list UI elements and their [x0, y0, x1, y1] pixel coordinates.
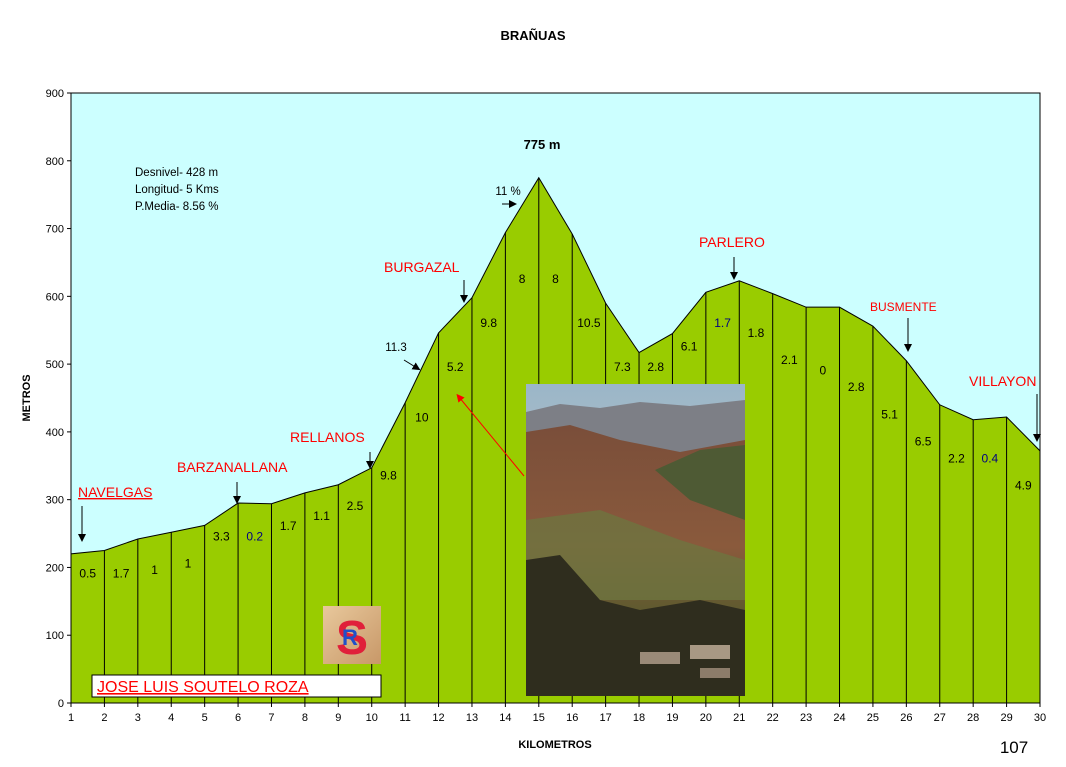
x-tick-label: 30: [1034, 712, 1046, 724]
x-tick-label: 6: [235, 712, 241, 724]
segment-label: 5.1: [881, 407, 898, 421]
segment-label: 7.3: [614, 360, 631, 374]
logo-lettering-r: R: [342, 625, 358, 650]
photo-pointer-arrow: [456, 393, 525, 477]
place-barzanallana: BARZANALLANA: [177, 459, 288, 475]
x-tick-label: 20: [700, 712, 712, 724]
y-tick-label: 200: [46, 562, 64, 574]
x-tick-label: 27: [934, 712, 946, 724]
segment-label: 2.5: [347, 499, 364, 513]
author-name: JOSE LUIS SOUTELO ROZA: [97, 679, 309, 696]
segment-label: 9.8: [380, 468, 397, 482]
segment-label: 10: [415, 411, 429, 425]
y-tick-label: 400: [46, 427, 64, 439]
page-number: 107: [1000, 738, 1028, 757]
segment-label: 2.8: [647, 360, 664, 374]
x-tick-label: 10: [366, 712, 378, 724]
extra-percent-arrow: [403, 359, 421, 371]
segment-label: 1.1: [313, 509, 330, 523]
segment-slope-labels: 0.5 1.7 1 1 3.3 0.2 1.7 1.1 2.5 9.8 10 5.2 9.8 8 8 10.5…: [79, 272, 1032, 581]
x-tick-label: 1: [68, 712, 74, 724]
stat-pendiente: P.Media- 8.56 %: [135, 201, 219, 213]
x-tick-label: 16: [566, 712, 578, 724]
segment-label: 1: [185, 556, 192, 570]
y-tick-label: 900: [46, 88, 64, 100]
segment-label: 0.2: [246, 529, 263, 543]
x-axis-label: KILOMETROS: [518, 739, 591, 751]
stat-desnivel: Desnivel- 428 m: [135, 167, 218, 179]
segment-label: 0.5: [79, 567, 96, 581]
segment-label: 6.5: [915, 434, 932, 448]
segment-label: 0.4: [982, 451, 999, 465]
segment-label: 2.1: [781, 353, 798, 367]
place-busmente: BUSMENTE: [870, 300, 937, 314]
x-tick-label: 24: [833, 712, 845, 724]
author-box: [91, 674, 382, 698]
segment-label: 1: [151, 563, 158, 577]
y-tick-label: 500: [46, 359, 64, 371]
segment-label: 4.9: [1015, 479, 1032, 493]
x-tick-label: 7: [268, 712, 274, 724]
segment-label: 0: [819, 363, 826, 377]
x-tick-label: 8: [302, 712, 308, 724]
stat-longitud: Longitud- 5 Kms: [135, 184, 219, 196]
y-tick-label: 700: [46, 224, 64, 236]
segment-label: 1.7: [280, 519, 297, 533]
x-tick-label: 15: [533, 712, 545, 724]
place-burgazal: BURGAZAL: [384, 259, 460, 275]
place-parlero: PARLERO: [699, 234, 765, 250]
x-tick-label: 21: [733, 712, 745, 724]
x-tick-label: 12: [432, 712, 444, 724]
segment-label: 6.1: [681, 340, 698, 354]
chart-title: BRAÑUAS: [501, 28, 566, 43]
logo-lettering: S: [336, 612, 368, 665]
x-tick-label: 11: [399, 712, 410, 724]
y-tick-label: 300: [46, 495, 64, 507]
author-logo: S R: [323, 606, 381, 665]
extra-percent-label: 11.3: [385, 342, 407, 354]
segment-label: 5.2: [447, 360, 464, 374]
x-tick-label: 18: [633, 712, 645, 724]
segment-label: 2.8: [848, 380, 865, 394]
x-tick-label: 22: [767, 712, 779, 724]
landscape-photo: [526, 384, 745, 696]
x-tick-label: 23: [800, 712, 812, 724]
segment-label: 10.5: [577, 316, 601, 330]
x-tick-label: 26: [900, 712, 912, 724]
y-tick-label: 600: [46, 291, 64, 303]
y-tick-label: 0: [58, 698, 64, 710]
y-tick-label: 100: [46, 630, 64, 642]
x-tick-label: 19: [666, 712, 678, 724]
segment-label: 1.7: [714, 316, 731, 330]
x-axis-ticks: 1 2 3 4 5 6 7 8 9 10 11 12 13 14 15 16 17 18 19 20 21 22 23 24 2…: [68, 703, 1046, 724]
y-axis-ticks: 0 100 200 300 400 500 600 700 800 900: [46, 88, 71, 710]
y-axis-label: METROS: [21, 374, 33, 421]
x-tick-label: 28: [967, 712, 979, 724]
segment-label: 2.2: [948, 451, 965, 465]
segment-label: 9.8: [480, 316, 497, 330]
place-villayon: VILLAYON: [969, 373, 1036, 389]
x-tick-label: 2: [101, 712, 107, 724]
segment-label: 3.3: [213, 529, 230, 543]
peak-altitude-label: 775 m: [524, 137, 561, 152]
x-tick-label: 5: [202, 712, 208, 724]
x-tick-label: 29: [1000, 712, 1012, 724]
x-tick-label: 4: [168, 712, 174, 724]
segment-label: 8: [519, 272, 526, 286]
x-tick-label: 25: [867, 712, 879, 724]
segment-label: 1.7: [113, 567, 130, 581]
place-navelgas: NAVELGAS: [78, 484, 152, 500]
x-tick-label: 14: [499, 712, 511, 724]
y-tick-label: 800: [46, 156, 64, 168]
peak-percent-label: 11 %: [495, 186, 520, 198]
x-tick-label: 9: [335, 712, 341, 724]
x-tick-label: 17: [599, 712, 611, 724]
place-rellanos: RELLANOS: [290, 429, 365, 445]
segment-label: 1.8: [748, 326, 765, 340]
x-tick-label: 3: [135, 712, 141, 724]
x-tick-label: 13: [466, 712, 478, 724]
segment-label: 8: [552, 272, 559, 286]
